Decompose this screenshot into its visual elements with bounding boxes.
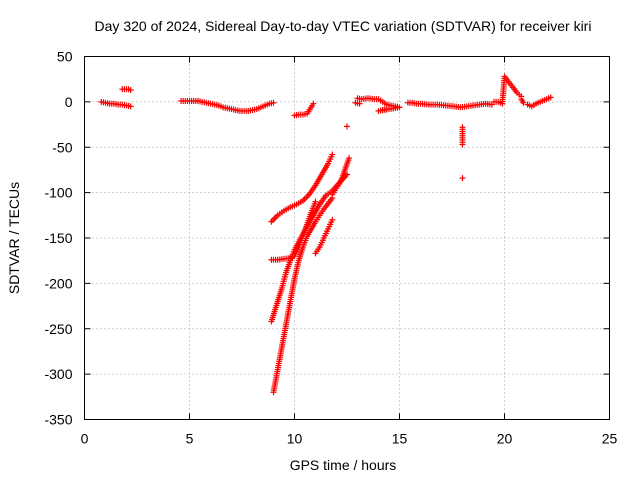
data-point [310, 100, 317, 107]
x-tick-label: 10 [287, 431, 303, 447]
x-tick-label: 5 [186, 431, 194, 447]
y-tick-label: -50 [52, 139, 72, 155]
y-tick-label: 0 [65, 94, 73, 110]
data-point [520, 99, 527, 106]
y-tick-label: -100 [44, 185, 72, 201]
data-point [329, 216, 336, 223]
axis-ticks: 0 5 10 15 20 25 -350 -300 -250 -200 -150 -100 -50 0 50 [44, 49, 617, 447]
x-tick-label: 20 [497, 431, 513, 447]
data-point [127, 103, 134, 110]
data-point [344, 123, 350, 130]
data-point [459, 141, 466, 148]
data-points [98, 73, 554, 396]
chart-title: Day 320 of 2024, Sidereal Day-to-day VTE… [95, 18, 592, 34]
y-tick-label: -150 [44, 230, 72, 246]
x-tick-label: 15 [392, 431, 408, 447]
y-tick-label: 50 [57, 49, 73, 65]
data-point [270, 99, 277, 106]
y-tick-label: -200 [44, 275, 72, 291]
y-tick-label: -300 [44, 366, 72, 382]
y-axis-label: SDTVAR / TECUs [6, 182, 22, 294]
x-tick-label: 0 [81, 431, 89, 447]
y-tick-label: -250 [44, 321, 72, 337]
data-point [459, 175, 466, 182]
y-tick-label: -350 [44, 412, 72, 428]
data-point [329, 151, 336, 158]
data-point [383, 106, 390, 113]
data-point [312, 198, 319, 205]
data-point [547, 94, 554, 101]
x-tick-label: 25 [602, 431, 618, 447]
data-point [356, 100, 363, 107]
data-point [127, 87, 134, 94]
data-point [346, 155, 353, 162]
x-axis-label: GPS time / hours [290, 457, 397, 473]
